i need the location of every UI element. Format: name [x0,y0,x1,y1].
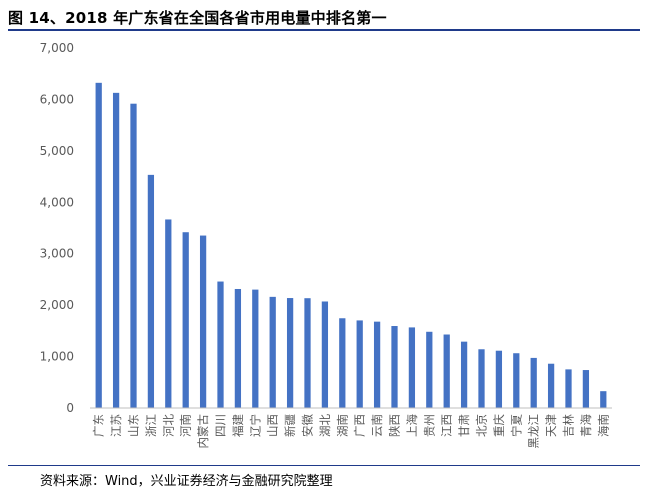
bar [356,320,363,408]
bar [426,331,433,408]
figure-title: 图 14、2018 年广东省在全国各省市用电量中排名第一 [8,9,387,27]
x-tick-label: 浙江 [144,414,158,437]
x-tick-label: 贵州 [422,414,436,437]
x-tick-label: 重庆 [492,414,506,437]
x-tick-label: 广西 [353,414,367,437]
x-tick-label: 云南 [370,414,384,437]
x-tick-label: 江西 [440,414,454,437]
bar [234,288,242,408]
bar [112,92,120,408]
bar [443,334,450,408]
bar [547,363,555,408]
bar [269,296,276,408]
bar [408,327,416,408]
bar [391,326,398,408]
bar [339,318,346,408]
bar [304,298,311,408]
x-tick-label: 上海 [405,414,419,437]
x-tick-label: 湖北 [318,414,332,437]
y-tick-label: 4,000 [40,195,74,209]
bar [286,298,294,408]
y-tick-label: 0 [66,401,74,415]
y-tick-label: 5,000 [40,144,74,158]
bar [565,369,572,408]
x-tick-label: 内蒙古 [196,414,210,449]
bar [252,289,259,408]
source-note: 资料来源：Wind，兴业证券经济与金融研究院整理 [40,474,333,489]
x-tick-label: 甘肃 [457,414,471,437]
x-tick-label: 海南 [596,414,610,437]
source-divider [8,465,640,466]
bar [130,103,137,408]
x-tick-label: 河北 [161,414,175,437]
x-tick-label: 湖南 [335,414,349,437]
title-divider [8,29,640,31]
x-tick-label: 江苏 [109,414,123,437]
x-tick-label: 广东 [92,414,106,437]
y-tick-label: 1,000 [40,350,74,364]
y-tick-label: 6,000 [40,92,74,106]
bar [217,281,224,408]
x-tick-label: 河南 [179,414,193,437]
bar [582,370,590,408]
x-tick-label: 天津 [544,414,558,437]
y-tick-label: 7,000 [40,41,74,55]
x-tick-label: 新疆 [283,414,297,437]
y-tick-label: 2,000 [40,298,74,312]
bar [199,235,207,408]
x-tick-label: 安徽 [301,414,315,437]
x-tick-label: 陕西 [388,414,402,437]
bar [600,391,607,408]
x-tick-label: 山西 [266,414,280,437]
bar [513,353,520,408]
bar [95,82,102,408]
bar [530,357,537,408]
x-tick-label: 宁夏 [509,414,523,437]
x-tick-label: 吉林 [562,414,576,437]
bar [165,219,172,408]
bar [460,341,468,408]
bar [182,232,189,408]
x-tick-label: 四川 [214,414,228,437]
x-tick-label: 福建 [231,414,245,437]
bar [373,321,381,408]
x-tick-label: 黑龙江 [527,414,541,449]
y-tick-label: 3,000 [40,247,74,261]
bar [321,301,329,408]
x-tick-label: 北京 [475,414,489,437]
x-tick-label: 青海 [579,414,593,437]
bar [478,349,485,408]
bar [495,350,503,408]
x-tick-label: 辽宁 [248,414,262,437]
x-tick-label: 山东 [127,414,141,437]
bar [147,174,155,408]
